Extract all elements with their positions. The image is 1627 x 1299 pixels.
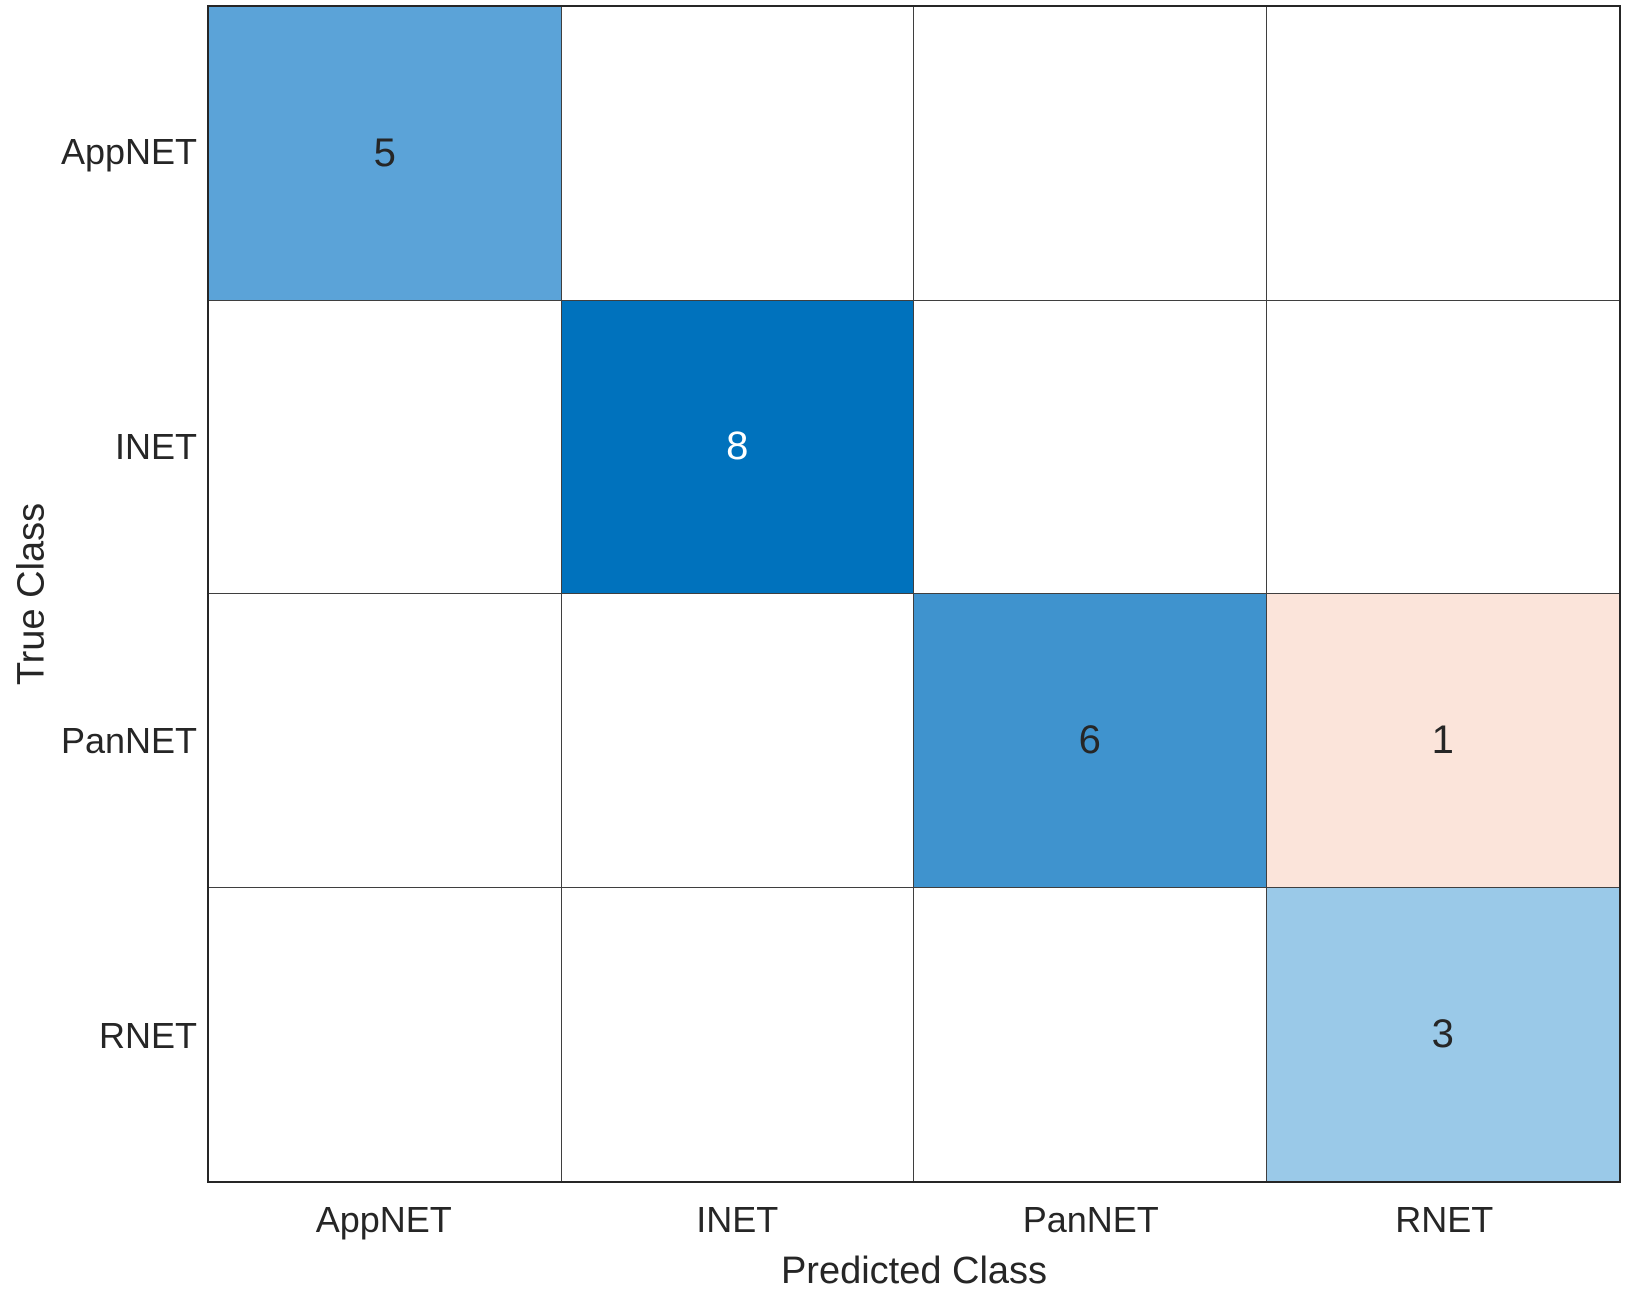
matrix-cell-INET-AppNET [209, 300, 562, 594]
matrix-cell-INET-INET: 8 [561, 300, 914, 594]
x-tick-label-AppNET: AppNET [315, 1199, 452, 1240]
matrix-cell-RNET-AppNET [209, 887, 562, 1181]
matrix-cell-PanNET-RNET: 1 [1266, 594, 1619, 888]
x-tick-label-RNET: RNET [1395, 1199, 1494, 1240]
matrix-cell-AppNET-AppNET: 5 [209, 7, 562, 301]
matrix-cell-INET-PanNET [914, 300, 1267, 594]
x-axis-tick-labels: AppNET INET PanNET RNET [207, 1198, 1621, 1242]
y-tick-label-INET: INET [114, 425, 197, 467]
matrix-cell-INET-RNET [1266, 300, 1619, 594]
x-axis-title: Predicted Class [780, 1250, 1048, 1292]
y-axis-tick-labels: AppNET INET PanNET RNET [0, 5, 197, 1183]
matrix-cell-PanNET-AppNET [209, 594, 562, 888]
matrix-cell-RNET-RNET: 3 [1266, 887, 1619, 1181]
y-tick-label-RNET: RNET [99, 1014, 197, 1056]
matrix-cell-PanNET-INET [561, 594, 914, 888]
matrix-cell-RNET-PanNET [914, 887, 1267, 1181]
x-tick-label-PanNET: PanNET [1022, 1199, 1159, 1240]
matrix-cell-PanNET-PanNET: 6 [914, 594, 1267, 888]
matrix-cell-RNET-INET [561, 887, 914, 1181]
x-tick-label-INET: INET [696, 1199, 779, 1240]
matrix-cell-AppNET-RNET [1266, 7, 1619, 301]
matrix-cell-AppNET-INET [561, 7, 914, 301]
matrix-cell-AppNET-PanNET [914, 7, 1267, 301]
y-tick-label-AppNET: AppNET [60, 131, 197, 173]
y-tick-label-PanNET: PanNET [60, 720, 197, 762]
